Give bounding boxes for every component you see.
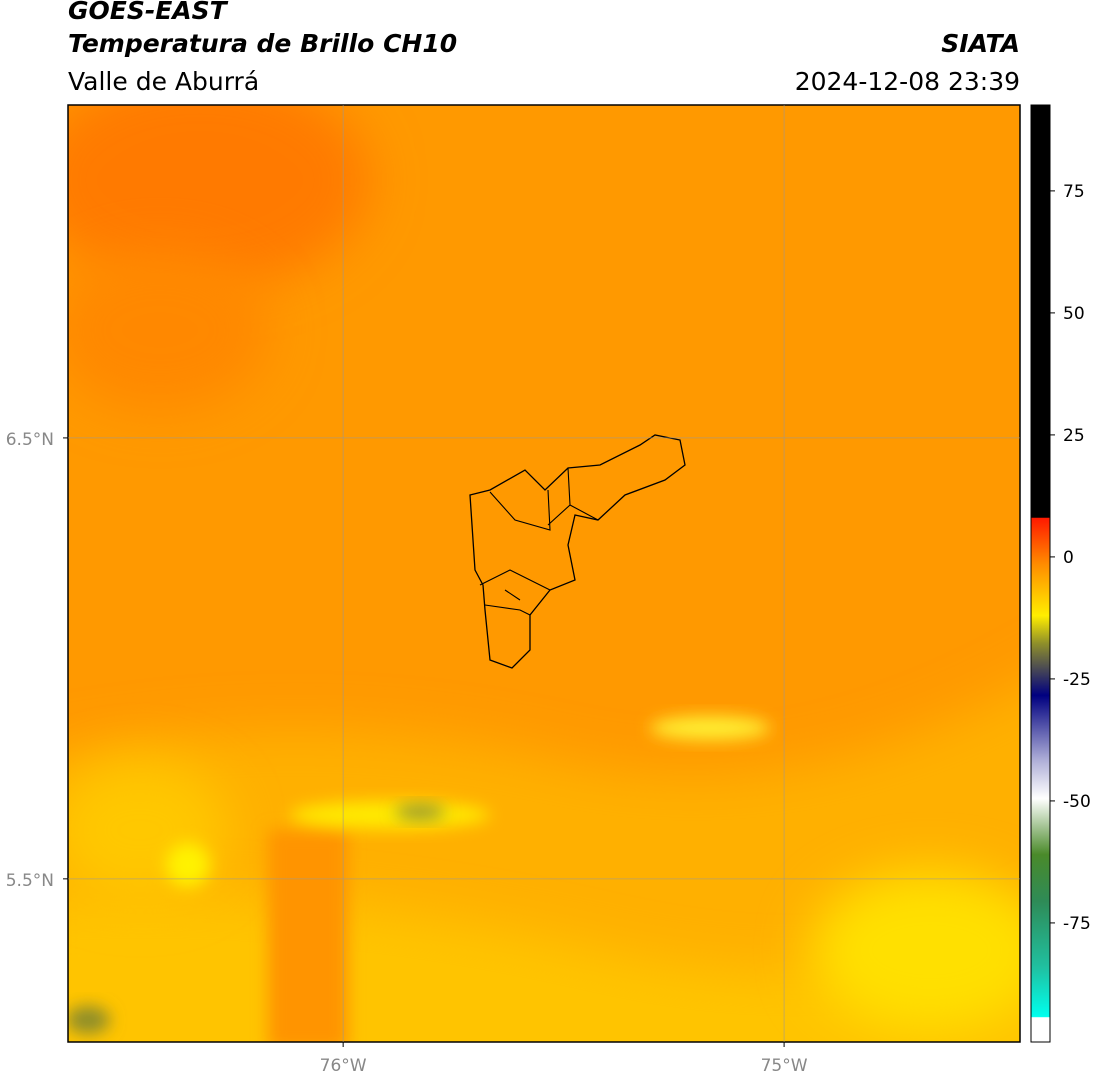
lon-label: 75°W xyxy=(761,1056,808,1076)
source: SIATA xyxy=(941,29,1020,58)
colorbar-label: 50 xyxy=(1063,304,1085,324)
colorbar-label: 75 xyxy=(1063,182,1085,202)
colorbar-label: 25 xyxy=(1063,426,1085,446)
colorbar xyxy=(1030,104,1051,1043)
colorbar-label: 0 xyxy=(1063,548,1074,568)
datetime: 2024-12-08 23:39 xyxy=(795,67,1020,96)
colorbar-label: -75 xyxy=(1063,914,1091,934)
title: GOES-EAST xyxy=(68,0,229,25)
map-image xyxy=(68,105,1020,1042)
colorbar-label: -50 xyxy=(1063,792,1091,812)
colorbar-label: -25 xyxy=(1063,670,1091,690)
region: Valle de Aburrá xyxy=(68,67,259,96)
lon-label: 76°W xyxy=(320,1056,367,1076)
subtitle: Temperatura de Brillo CH10 xyxy=(68,29,457,58)
lat-label: 5.5°N xyxy=(6,871,54,891)
map-frame xyxy=(67,104,1021,1043)
lat-label: 6.5°N xyxy=(6,430,54,450)
